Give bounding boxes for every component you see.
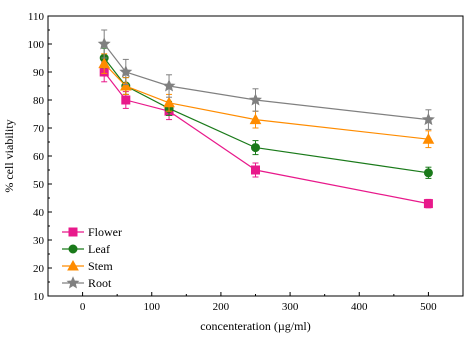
legend-label-root: Root bbox=[88, 276, 112, 290]
y-tick-label: 50 bbox=[33, 179, 45, 191]
data-point-stem bbox=[422, 133, 435, 144]
data-point-root bbox=[119, 65, 133, 78]
legend-label-leaf: Leaf bbox=[88, 242, 110, 256]
x-tick-label: 200 bbox=[213, 301, 230, 313]
axes-layer: 10 20 30 40 50 60 70 80 90 100 110 0 100 200 300 400 500 bbox=[28, 11, 464, 313]
data-point-flower bbox=[423, 199, 433, 209]
y-tick-label: 80 bbox=[33, 95, 45, 107]
series-line-root bbox=[103, 43, 429, 121]
y-tick-label: 60 bbox=[33, 151, 45, 163]
data-point-root bbox=[421, 112, 435, 126]
y-tick-label: 70 bbox=[33, 123, 45, 135]
y-tick-label: 40 bbox=[33, 207, 45, 219]
data-point-root bbox=[162, 79, 176, 92]
y-tick-label: 30 bbox=[33, 235, 45, 247]
series-flower bbox=[99, 61, 433, 209]
legend-marker-root bbox=[66, 276, 80, 289]
x-tick-label: 300 bbox=[282, 301, 299, 313]
data-point-stem bbox=[163, 96, 175, 108]
data-point-flower bbox=[121, 95, 131, 105]
data-point-stem bbox=[119, 79, 132, 91]
legend-label-flower: Flower bbox=[88, 225, 122, 239]
legend-item-flower: Flower bbox=[62, 225, 122, 239]
x-axis-title: concenteration (µg/ml) bbox=[200, 319, 311, 333]
series-layer bbox=[97, 29, 435, 209]
y-tick-label: 20 bbox=[33, 263, 45, 275]
x-tick-label: 400 bbox=[351, 301, 368, 313]
data-point-root bbox=[97, 37, 111, 50]
plot-frame bbox=[47, 15, 464, 297]
data-point-stem bbox=[249, 113, 262, 125]
data-point-root bbox=[249, 93, 262, 106]
y-tick-label: 110 bbox=[28, 11, 45, 23]
y-tick-label: 100 bbox=[28, 39, 45, 51]
data-point-leaf bbox=[251, 143, 260, 153]
legend-item-leaf: Leaf bbox=[62, 242, 110, 256]
y-axis-title: % cell viability bbox=[2, 119, 16, 192]
legend-item-root: Root bbox=[62, 276, 112, 290]
x-tick-label: 0 bbox=[80, 301, 86, 313]
data-point-stem bbox=[98, 57, 111, 69]
series-root bbox=[97, 29, 435, 130]
legend-marker-leaf bbox=[68, 244, 78, 254]
legend-item-stem: Stem bbox=[62, 259, 113, 273]
x-tick-label: 500 bbox=[420, 301, 437, 313]
legend-label-stem: Stem bbox=[88, 259, 113, 273]
legend-marker-stem bbox=[67, 259, 79, 271]
legend: Flower Leaf Stem Root bbox=[62, 225, 122, 290]
y-tick-label: 10 bbox=[33, 291, 45, 303]
legend-marker-flower bbox=[68, 227, 78, 237]
data-point-flower bbox=[251, 165, 260, 175]
series-line-flower bbox=[103, 71, 429, 205]
series-line-leaf bbox=[103, 57, 429, 174]
y-tick-label: 90 bbox=[33, 67, 45, 79]
data-point-leaf bbox=[423, 168, 433, 178]
x-tick-label: 100 bbox=[144, 301, 161, 313]
series-leaf bbox=[99, 47, 433, 179]
